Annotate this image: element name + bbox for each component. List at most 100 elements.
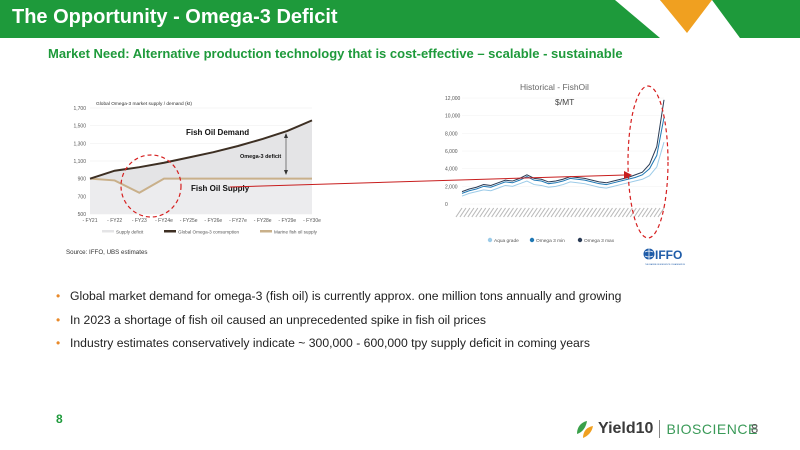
- right-chart-title: Historical - FishOil: [520, 82, 589, 92]
- left-legend-swatch: [164, 230, 176, 233]
- left-chart-x-tick: - FY23: [132, 218, 147, 224]
- left-chart-x-tick: - FY26e: [204, 218, 222, 224]
- right-chart-x-tick-mark: [463, 207, 471, 218]
- right-chart-x-tick-mark: [649, 207, 657, 218]
- global-omega3-consumption-line: [89, 119, 313, 180]
- right-chart-x-tick-mark: [613, 207, 621, 218]
- right-chart-x-tick-labels: [455, 207, 665, 218]
- right-chart-x-tick-mark: [526, 207, 534, 218]
- right-chart-x-tick-mark: [610, 207, 617, 218]
- left-chart-x-tick: - FY30e: [303, 218, 321, 224]
- right-chart-x-tick-mark: [534, 207, 542, 218]
- left-chart-y-tick: 900: [78, 177, 87, 183]
- right-chart-unit: $/MT: [555, 97, 574, 107]
- bullet-dot-icon: •: [56, 289, 61, 303]
- right-series-line: [461, 142, 665, 197]
- right-chart-y-tick: 10,000: [445, 114, 461, 120]
- right-legend-label: Omega 3 max: [584, 238, 615, 244]
- right-chart-x-tick-mark: [602, 207, 610, 218]
- right-chart-x-tick-mark: [606, 207, 613, 218]
- left-legend-label: Marine fish oil supply: [274, 230, 318, 235]
- highlight-circle-left: [120, 154, 182, 218]
- right-chart-x-tick-mark: [653, 207, 661, 218]
- right-legend-marker: [577, 237, 583, 243]
- right-chart-x-tick-mark: [530, 207, 538, 218]
- right-chart-legend: Aqua grade Omega 3 min Omega 3 max: [487, 237, 615, 244]
- right-chart-x-tick-mark: [574, 207, 582, 218]
- fish-oil-price-chart: Historical - FishOil $/MT 12,000 10,000 8,…: [445, 82, 686, 266]
- right-chart-x-tick-mark: [510, 207, 518, 218]
- right-chart-y-tick: 0: [445, 202, 448, 208]
- left-chart-x-tick: - FY24e: [155, 218, 173, 224]
- right-chart-x-tick-mark: [562, 207, 570, 218]
- right-chart-x-tick-mark: [459, 207, 467, 218]
- right-chart-y-tick: 8,000: [445, 131, 458, 137]
- brand-suffix: BIOSCIENCE: [666, 421, 758, 437]
- right-chart-x-tick-mark: [594, 207, 602, 218]
- right-chart-x-tick-mark: [495, 207, 503, 218]
- right-chart-x-tick-mark: [542, 207, 550, 218]
- key-points-list: • Global market demand for omega-3 (fish …: [56, 288, 776, 359]
- right-legend-marker: [487, 237, 493, 243]
- left-chart-x-tick: - FY29e: [278, 218, 296, 224]
- left-chart-y-tick: 700: [78, 194, 87, 200]
- right-chart-x-tick-mark: [586, 207, 594, 218]
- bullet-item: • Global market demand for omega-3 (fish …: [56, 289, 622, 303]
- left-chart-title: Global Omega-3 market supply / demand (k…: [96, 101, 192, 107]
- highlight-circle-right: [627, 85, 669, 239]
- left-legend-label: Supply deficit: [116, 230, 144, 235]
- right-series-line: [461, 117, 665, 194]
- slide-title: The Opportunity - Omega-3 Deficit: [12, 6, 338, 28]
- left-chart-y-tick: 1,300: [73, 141, 86, 147]
- right-chart-x-tick-mark: [645, 207, 653, 218]
- fish-oil-demand-label: Fish Oil Demand: [186, 128, 249, 137]
- right-chart-x-tick-mark: [479, 207, 487, 218]
- yield10-logo: Yield10 BIOSCIENCE: [574, 418, 758, 440]
- right-legend-label: Aqua grade: [494, 238, 519, 244]
- left-chart-x-tick: - FY28e: [254, 218, 272, 224]
- right-chart-y-tick: 2,000: [445, 184, 458, 190]
- left-legend-swatch: [260, 230, 272, 233]
- brand-name: Yield10: [598, 420, 654, 437]
- fish-oil-supply-label: Fish Oil Supply: [191, 184, 250, 193]
- right-chart-x-tick-mark: [641, 207, 649, 218]
- left-chart-x-tick: - FY21: [82, 218, 97, 224]
- right-chart-x-tick-mark: [657, 207, 665, 218]
- left-legend-swatch: [102, 230, 114, 233]
- marine-fish-oil-supply-line: [89, 177, 312, 194]
- right-chart-x-tick-mark: [467, 207, 475, 218]
- right-chart-y-tick: 12,000: [445, 96, 461, 102]
- iffo-logo: IFFO THE MARINE INGREDIENTS ORGANISATION: [643, 248, 686, 266]
- right-chart-x-tick-mark: [455, 207, 463, 218]
- bullet-dot-icon: •: [56, 312, 61, 327]
- right-chart-y-tick: 4,000: [445, 167, 458, 173]
- supply-deficit-area: [90, 120, 312, 193]
- right-chart-x-tick-mark: [522, 207, 530, 218]
- right-chart-x-tick-mark: [550, 207, 558, 218]
- right-chart-x-tick-mark: [566, 207, 574, 218]
- right-chart-x-tick-mark: [578, 207, 586, 218]
- right-chart-x-tick-mark: [570, 207, 578, 218]
- right-chart-x-tick-mark: [471, 207, 479, 218]
- left-chart-y-tick: 1,100: [73, 159, 86, 165]
- right-chart-x-tick-mark: [617, 207, 625, 218]
- supply-area: [90, 178, 312, 214]
- omega3-supply-demand-chart: Global Omega-3 market supply / demand (k…: [66, 101, 321, 256]
- right-chart-x-tick-mark: [475, 207, 483, 218]
- left-chart-x-tick: - FY27e: [229, 218, 247, 224]
- right-chart-x-tick-mark: [499, 207, 507, 218]
- right-chart-x-tick-mark: [582, 207, 590, 218]
- page-number-right: 8: [751, 421, 759, 436]
- left-chart-legend: Supply deficit Global Omega-3 consumption…: [102, 230, 318, 235]
- iffo-logo-tagline: THE MARINE INGREDIENTS ORGANISATION: [645, 263, 686, 266]
- right-chart-x-tick-mark: [538, 207, 546, 218]
- right-chart-x-tick-mark: [554, 207, 562, 218]
- right-chart-x-tick-mark: [590, 207, 598, 218]
- right-chart-x-tick-mark: [507, 207, 514, 218]
- bullet-dot-icon: •: [56, 336, 61, 350]
- right-chart-x-tick-mark: [546, 207, 554, 218]
- right-chart-x-tick-mark: [514, 207, 522, 218]
- left-chart-y-tick: 1,500: [73, 124, 86, 130]
- right-chart-x-tick-mark: [625, 207, 633, 218]
- right-chart-x-tick-mark: [621, 207, 629, 218]
